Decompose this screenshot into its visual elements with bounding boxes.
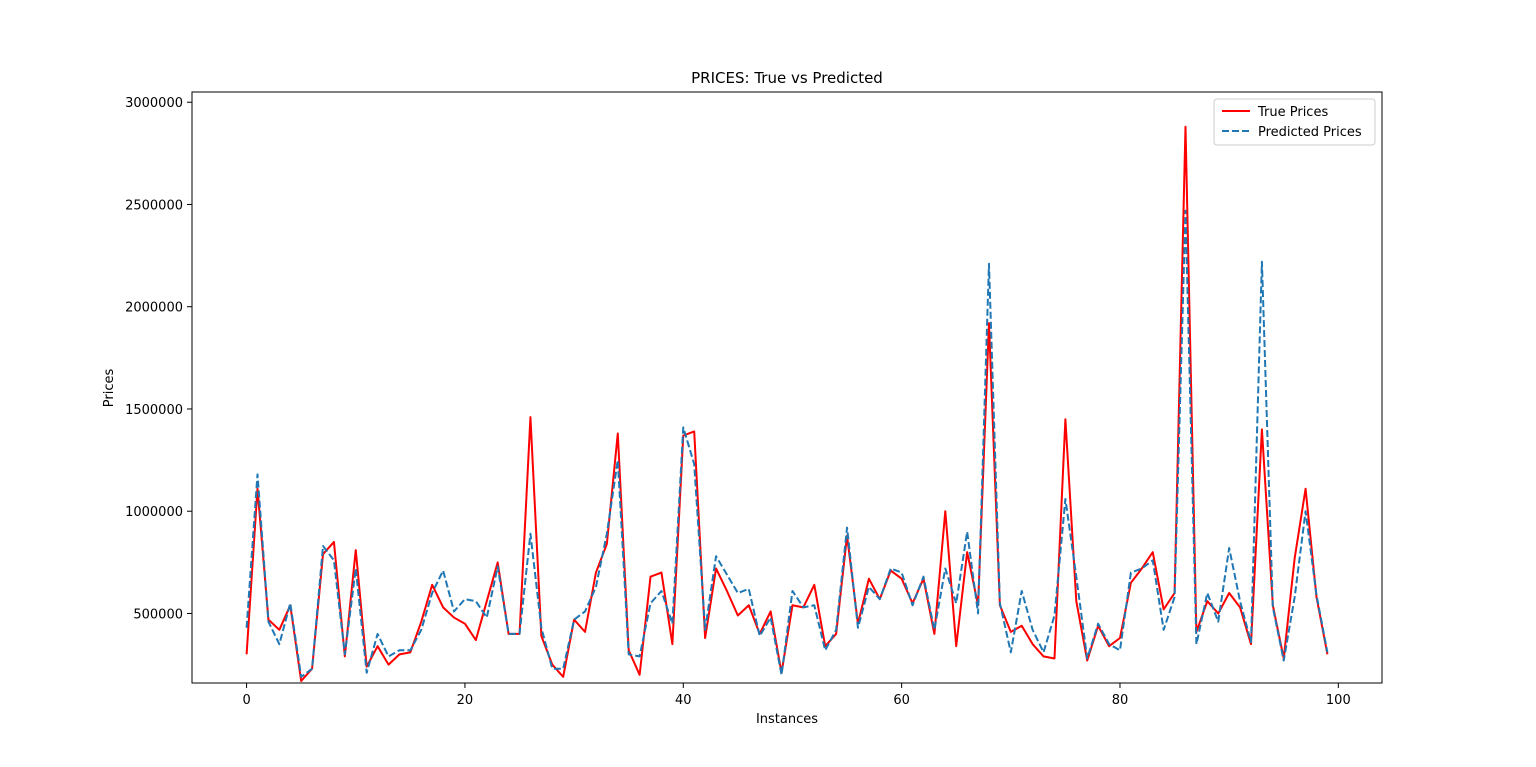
legend-label-true-prices: True Prices	[1257, 105, 1328, 120]
plot-area-frame	[191, 91, 1383, 684]
x-tick-label: 80	[1112, 693, 1129, 708]
x-tick-label: 0	[242, 693, 250, 708]
y-axis: 500000 1000000 1500000 2000000 2500000 300000…	[125, 96, 192, 622]
y-tick-label: 2500000	[125, 198, 183, 213]
y-tick-label: 500000	[133, 607, 183, 622]
y-axis-label: Prices	[102, 369, 117, 408]
x-tick-label: 40	[675, 693, 692, 708]
y-tick-label: 1000000	[125, 505, 183, 520]
legend-box	[1213, 98, 1376, 146]
x-tick-label: 20	[457, 693, 474, 708]
y-tick-label: 1500000	[125, 403, 183, 418]
series-line-predicted-prices	[245, 209, 1329, 678]
x-axis-label: Instances	[756, 712, 818, 727]
y-tick-label: 3000000	[125, 96, 183, 111]
plot-lines	[245, 125, 1329, 682]
chart-title: PRICES: True vs Predicted	[691, 69, 883, 87]
x-tick-label: 60	[893, 693, 910, 708]
x-axis: 0 20 40 60 80 100	[242, 683, 1351, 708]
x-tick-label: 100	[1326, 693, 1351, 708]
y-tick-label: 2000000	[125, 301, 183, 316]
legend-label-predicted-prices: Predicted Prices	[1258, 125, 1362, 140]
legend: True Prices Predicted Prices	[1213, 98, 1376, 146]
